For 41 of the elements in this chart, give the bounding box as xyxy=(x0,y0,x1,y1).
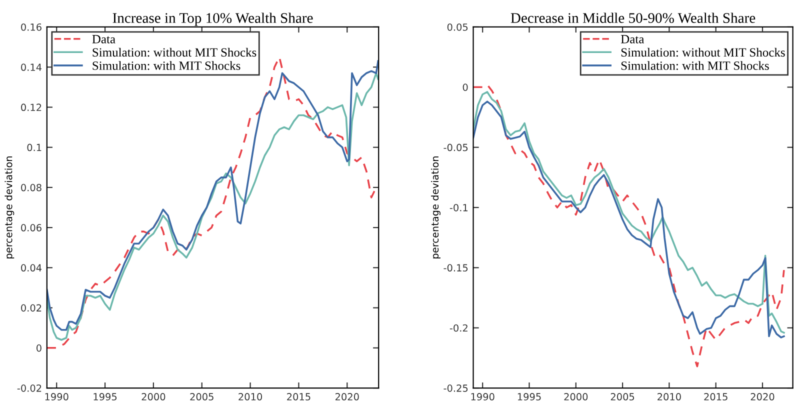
x-tick-label: 2005 xyxy=(190,393,214,400)
y-tick-label: 0.1 xyxy=(27,144,42,152)
x-tick-label: 2020 xyxy=(750,393,774,400)
x-tick-label: 2005 xyxy=(610,393,634,400)
y-tick-label: -0.25 xyxy=(444,384,468,392)
y-tick-label: -0.02 xyxy=(17,384,42,392)
legend-label: Data xyxy=(620,35,644,44)
legend-label: Simulation: with MIT Shocks xyxy=(92,61,240,70)
y-axis-title: percentage deviation xyxy=(431,156,440,258)
y-tick-label: 0.12 xyxy=(21,104,42,112)
y-tick-label: 0.08 xyxy=(21,184,42,192)
chart-title: Increase in Top 10% Wealth Share xyxy=(112,12,313,26)
legend-label: Simulation: without MIT Shocks xyxy=(92,48,256,57)
x-tick-label: 2015 xyxy=(287,393,310,400)
y-tick-label: -0.2 xyxy=(450,324,468,332)
x-tick-label: 1995 xyxy=(518,393,541,400)
y-tick-label: -0.15 xyxy=(444,264,468,272)
y-tick-label: 0.14 xyxy=(21,64,42,71)
x-tick-label: 2020 xyxy=(335,393,359,400)
x-tick-label: 1990 xyxy=(45,393,68,400)
x-tick-label: 2010 xyxy=(658,393,681,400)
y-tick-label: 0.16 xyxy=(21,23,42,31)
x-tick-label: 2010 xyxy=(238,393,262,400)
y-tick-label: 0.04 xyxy=(21,264,42,272)
y-tick-label: -0.05 xyxy=(444,144,468,152)
y-tick-label: 0 xyxy=(462,84,468,91)
x-tick-label: 2000 xyxy=(564,393,588,400)
x-tick-label: 2000 xyxy=(142,393,166,400)
legend-label: Simulation: without MIT Shocks xyxy=(621,48,785,57)
y-tick-label: 0.06 xyxy=(21,224,42,232)
y-tick-label: 0.02 xyxy=(21,304,42,312)
y-tick-label: 0 xyxy=(36,344,42,352)
x-tick-label: 1995 xyxy=(94,393,117,400)
legend-label: Simulation: with MIT Shocks xyxy=(621,61,769,70)
y-tick-label: -0.1 xyxy=(450,204,468,212)
y-tick-label: 0.05 xyxy=(447,23,468,31)
x-tick-label: 2015 xyxy=(704,393,728,400)
legend-label: Data xyxy=(92,35,116,44)
chart-title: Decrease in Middle 50-90% Wealth Share xyxy=(510,12,756,24)
y-axis-title: percentage deviation xyxy=(4,156,14,258)
x-tick-label: 1990 xyxy=(471,393,494,400)
